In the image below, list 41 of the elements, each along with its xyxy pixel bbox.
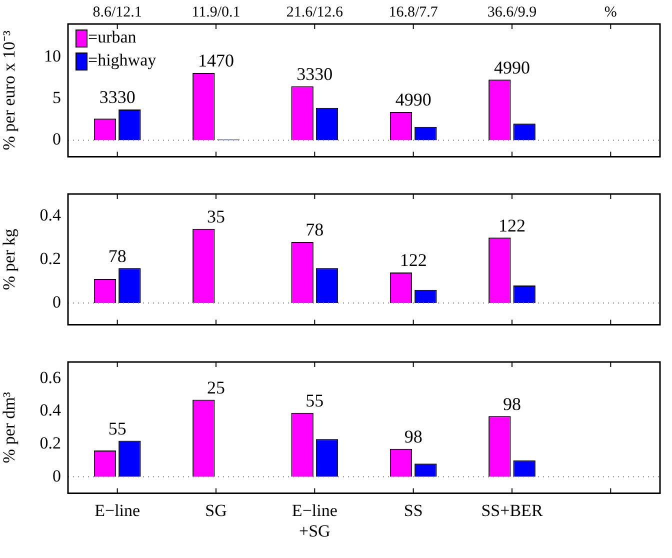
- legend-label: =urban: [88, 27, 137, 46]
- annotation: 98: [404, 426, 422, 447]
- text: 16.8/7.7: [388, 4, 438, 20]
- x-tick-label: E−line: [94, 500, 140, 520]
- text: 21.6/12.6: [286, 4, 344, 20]
- y-tick-label: 0.4: [40, 205, 62, 224]
- y-axis-title: % per kg: [0, 228, 19, 290]
- x-tick-label: SS: [404, 500, 423, 520]
- y-axis-title: % per euro x 10⁻³: [0, 30, 19, 150]
- annotation: 122: [400, 250, 427, 270]
- x-tick-label: SS+BER: [481, 500, 544, 520]
- annotation: 4990: [395, 90, 432, 110]
- annotation: 4990: [494, 57, 530, 78]
- annotation: 3330: [296, 64, 333, 84]
- y-tick-label: 0.6: [40, 368, 61, 387]
- y-tick-label: 5: [52, 88, 61, 108]
- y-tick-label: 10: [44, 46, 61, 66]
- annotation: 98: [503, 394, 521, 414]
- annotation: 1470: [198, 50, 234, 71]
- text: %: [604, 4, 617, 20]
- y-axis-title: % per dm³: [0, 392, 19, 464]
- annotation: 122: [498, 215, 526, 236]
- text: 8.6/12.1: [92, 4, 142, 20]
- annotation: 25: [207, 377, 225, 398]
- annotation: 78: [108, 246, 126, 266]
- y-tick-label: 0.2: [40, 433, 61, 452]
- annotation: 55: [306, 390, 324, 411]
- annotation: 35: [207, 206, 225, 227]
- annotation: 3330: [99, 87, 136, 108]
- annotation: 78: [306, 220, 324, 240]
- y-tick-label: 0: [52, 466, 61, 486]
- y-tick-label: 0.2: [40, 248, 61, 268]
- legend-label: =highway: [88, 50, 157, 70]
- text: 36.6/9.9: [487, 4, 537, 20]
- y-tick-label: 0: [52, 130, 61, 149]
- annotation: 55: [108, 418, 126, 438]
- x-tick-label: E−line +SG: [292, 500, 338, 540]
- y-tick-label: 0.4: [40, 400, 62, 420]
- x-tick-label: SG: [205, 500, 227, 520]
- y-tick-label: 0: [52, 292, 61, 312]
- text: 11.9/0.1: [192, 4, 240, 20]
